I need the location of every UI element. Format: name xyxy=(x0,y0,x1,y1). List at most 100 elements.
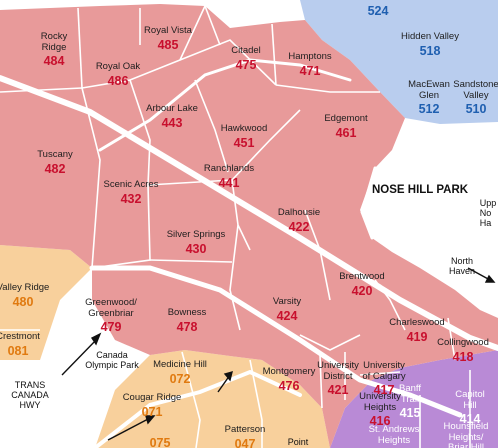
community-label: Collingwood 418 xyxy=(437,337,489,364)
community-name: Scenic Acres xyxy=(103,179,159,190)
community-label: Hamptons 471 xyxy=(288,51,331,78)
community-code: 072 xyxy=(169,371,191,386)
community-name: Collingwood xyxy=(437,337,489,348)
community-name: Silver Springs xyxy=(166,229,226,240)
community-code: 418 xyxy=(452,349,474,364)
community-name: Charleswood xyxy=(389,317,445,328)
community-code: 476 xyxy=(278,378,300,393)
community-label: Crestmont 081 xyxy=(0,331,40,357)
community-code: 422 xyxy=(288,219,310,234)
community-code: 461 xyxy=(335,125,357,140)
zone-west xyxy=(0,245,92,360)
community-name: Royal Oak xyxy=(95,61,141,72)
community-code: 451 xyxy=(233,135,255,150)
community-name: University of Calgary xyxy=(362,360,406,382)
community-code: 415 xyxy=(399,406,421,421)
community-label: Ranchlands 441 xyxy=(203,163,255,190)
community-label: Greenwood/ Greenbriar 479 xyxy=(85,297,137,335)
community-name: Greenwood/ Greenbriar xyxy=(85,297,137,319)
zone-northwest xyxy=(0,4,498,448)
community-label: Cougar Ridge 071 xyxy=(122,392,182,418)
community-code: 441 xyxy=(218,175,240,190)
community-code: 419 xyxy=(406,329,428,344)
community-label: Hidden Valley 518 xyxy=(401,31,459,58)
community-name: Crestmont xyxy=(0,331,40,342)
community-label: University District 421 xyxy=(317,360,359,398)
community-label: Capitol Hill 414 xyxy=(455,389,485,427)
community-code: 421 xyxy=(327,383,349,398)
zone-north xyxy=(300,0,498,124)
community-name: Royal Vista xyxy=(144,25,192,36)
community-label: Charleswood 419 xyxy=(389,317,445,344)
community-name: University District xyxy=(317,360,359,382)
community-label: Bowness 478 xyxy=(168,307,207,334)
community-name: Valley Ridge xyxy=(0,282,50,293)
community-code: 484 xyxy=(43,54,65,69)
community-label: Brentwood 420 xyxy=(339,271,385,298)
community-label: MacEwan Glen 512 xyxy=(408,79,450,116)
community-name: Hawkwood xyxy=(220,123,268,134)
community-label: Banff Trail 415 xyxy=(398,383,422,421)
community-code: 443 xyxy=(161,115,183,130)
community-label: Tuscany 482 xyxy=(37,149,73,176)
community-name: Brentwood xyxy=(339,271,385,282)
community-name: Banff Trail xyxy=(398,383,422,405)
community-name: Citadel xyxy=(231,45,261,56)
callout-upper-nose-hill: Upp No Ha xyxy=(479,198,497,229)
community-name: Arbour Lake xyxy=(146,103,198,114)
community-label: Montgomery 476 xyxy=(262,366,316,393)
community-label: Rocky Ridge 484 xyxy=(40,31,68,69)
community-code: 471 xyxy=(299,63,321,78)
community-name: Sandstone Valley xyxy=(453,79,498,101)
callout-trans-canada-hwy: TRANS CANADA HWY xyxy=(11,380,49,411)
community-label: Medicine Hill 072 xyxy=(153,359,207,386)
community-label: Royal Oak 486 xyxy=(95,61,141,88)
community-code: 424 xyxy=(276,308,298,323)
callout-canada-olympic-park: Canada Olympic Park xyxy=(85,350,139,371)
community-code: 479 xyxy=(100,320,122,335)
community-name: Medicine Hill xyxy=(153,359,207,370)
community-code: 432 xyxy=(120,191,142,206)
community-code: 430 xyxy=(185,241,207,256)
community-code: 518 xyxy=(419,43,441,58)
community-code: 075 xyxy=(149,436,171,448)
community-name: Capitol Hill xyxy=(455,389,485,411)
community-code: 486 xyxy=(107,73,129,88)
community-label: Patterson 047 xyxy=(225,424,266,448)
community-label: Sandstone Valley 510 xyxy=(453,79,498,116)
callout-arrows xyxy=(61,267,496,441)
community-name: Hidden Valley xyxy=(401,31,459,42)
community-name: Edgemont xyxy=(324,113,368,124)
community-name: MacEwan Glen xyxy=(408,79,450,101)
park-label: NOSE HILL PARK xyxy=(372,184,469,196)
community-name: Rocky Ridge xyxy=(40,31,68,53)
roads xyxy=(0,58,498,448)
community-name: Varsity xyxy=(272,296,302,307)
community-name: St. Andrews Heights xyxy=(368,424,420,446)
community-code: 420 xyxy=(351,283,373,298)
community-label: Scenic Acres 432 xyxy=(103,179,159,206)
community-name: University Heights xyxy=(359,391,401,413)
zone-west-south xyxy=(95,350,330,448)
community-code: 414 xyxy=(459,412,481,427)
community-name: Montgomery xyxy=(262,366,316,377)
community-label: University of Calgary 417 xyxy=(362,360,406,397)
community-code: 475 xyxy=(235,57,257,72)
community-code: 478 xyxy=(176,319,198,334)
community-name: Cougar Ridge xyxy=(122,392,182,403)
community-code: 482 xyxy=(44,161,66,176)
community-label: Hounsfield Heights/ Briar Hill408 xyxy=(444,421,489,448)
community-code: 047 xyxy=(234,436,256,448)
callout-north-haven: North Haven xyxy=(448,256,476,277)
callout-point: Point xyxy=(287,437,309,447)
community-label: Edgemont 461 xyxy=(324,113,368,140)
community-label: Royal Vista 485 xyxy=(144,25,192,51)
community-name: Dalhousie xyxy=(277,207,321,218)
community-name: Ranchlands xyxy=(203,163,255,174)
community-label: St. Andrews Heights413 xyxy=(368,424,420,448)
community-label: Varsity 424 xyxy=(272,296,302,323)
community-code: 416 xyxy=(369,414,391,429)
community-label: Citadel 475 xyxy=(231,45,261,72)
community-code: 524 xyxy=(367,4,389,18)
community-label: Hawkwood 451 xyxy=(220,123,268,150)
